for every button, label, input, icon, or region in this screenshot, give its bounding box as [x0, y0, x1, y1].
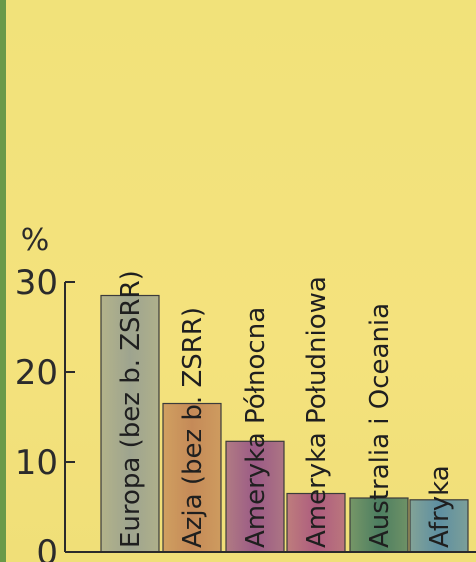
- bars-group: [100, 294, 469, 553]
- category-label-5: Australia i Oceania: [365, 303, 395, 548]
- category-label-2: Azja (bez b. ZSRR): [178, 307, 208, 548]
- category-label-3: Ameryka Północna: [241, 307, 271, 548]
- bar-2: [162, 402, 222, 553]
- category-label-6: Afryka: [425, 465, 455, 548]
- y-axis-unit-label: %: [21, 223, 50, 258]
- y-tick-label-20: 20: [15, 353, 58, 393]
- bar-labels-group: Europa (bez b. ZSRR) Azja (bez b. ZSRR) Am…: [116, 270, 455, 548]
- y-axis: 0 10 20 30%: [15, 223, 476, 562]
- left-border: [0, 0, 6, 562]
- y-tick-label-0: 0: [36, 533, 58, 562]
- bar-3: [225, 440, 285, 553]
- y-tick-label-30: 30: [15, 263, 58, 303]
- category-label-1: Europa (bez b. ZSRR): [116, 270, 146, 548]
- y-tick-label-10: 10: [15, 443, 58, 483]
- category-label-4: Ameryka Południowa: [302, 276, 332, 548]
